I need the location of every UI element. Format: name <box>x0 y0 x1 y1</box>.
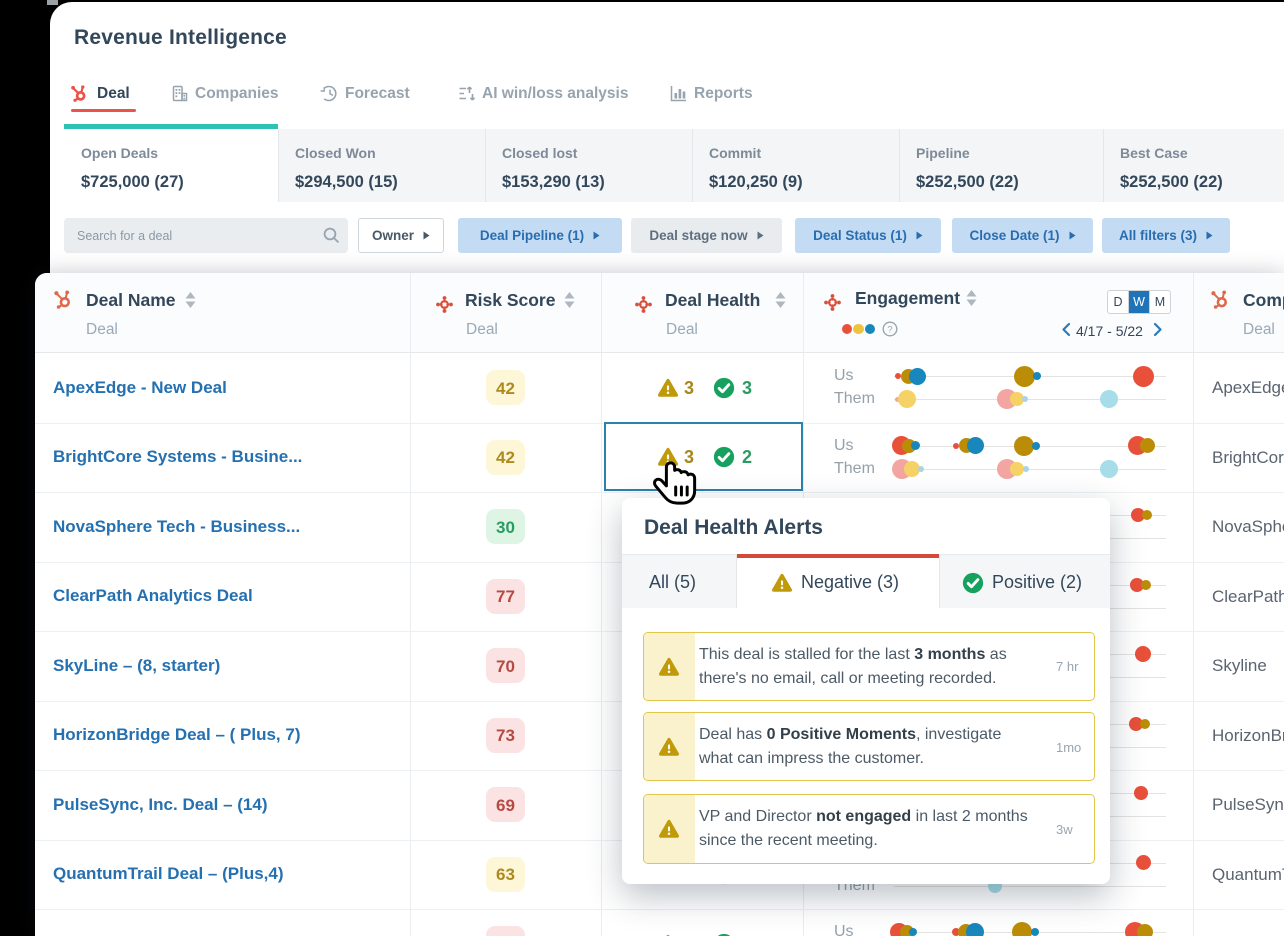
svg-text:?: ? <box>887 324 892 335</box>
